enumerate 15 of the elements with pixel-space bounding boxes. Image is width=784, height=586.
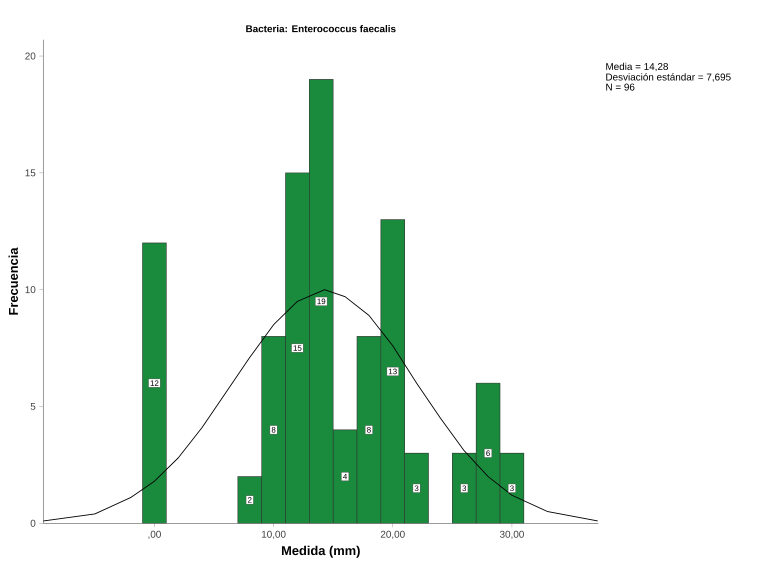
- y-tick-label: 0: [30, 520, 36, 527]
- x-tick-label: ,00: [148, 530, 161, 540]
- y-tick-label: 10: [26, 286, 36, 294]
- y-tick-label: 15: [26, 169, 36, 176]
- y-axis-title: Frecuencia: [8, 248, 18, 315]
- y-tick-label: 20: [25, 52, 36, 60]
- text: N = 96: [606, 84, 634, 91]
- text: Media = 14,28: [606, 62, 668, 72]
- x-axis-title: Medida (mm): [282, 546, 360, 558]
- text: Desviación estándar = 7,695: [606, 73, 731, 82]
- y-tick-label: 5: [30, 403, 36, 410]
- chart-title: Bacteria: Enterococcus faecalis: [246, 25, 396, 32]
- x-tick-label: 10,00: [262, 530, 286, 540]
- x-tick-label: 30,00: [500, 530, 524, 540]
- x-tick-label: 20,00: [380, 530, 405, 540]
